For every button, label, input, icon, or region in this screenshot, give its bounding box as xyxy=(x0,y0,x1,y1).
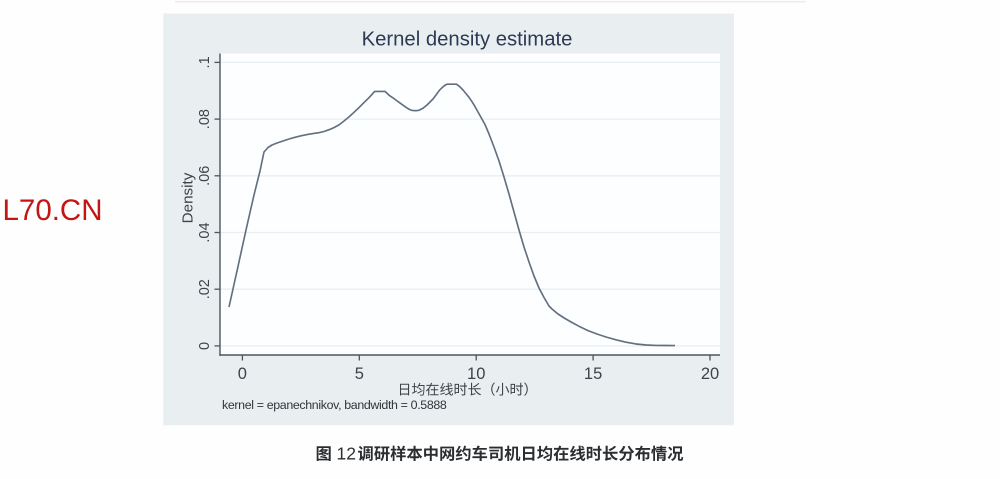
svg-text:.06: .06 xyxy=(197,166,213,186)
svg-text:5: 5 xyxy=(355,365,364,383)
svg-text:.04: .04 xyxy=(197,222,213,242)
svg-text:kernel = epanechnikov, bandwid: kernel = epanechnikov, bandwidth = 0.588… xyxy=(222,398,447,412)
svg-text:20: 20 xyxy=(701,365,719,383)
svg-text:Density: Density xyxy=(180,172,197,223)
svg-text:.02: .02 xyxy=(197,279,213,299)
svg-text:.08: .08 xyxy=(197,109,213,129)
svg-text:10: 10 xyxy=(467,365,485,383)
svg-text:0: 0 xyxy=(238,365,247,383)
svg-text:15: 15 xyxy=(584,365,602,383)
svg-text:.1: .1 xyxy=(197,56,213,68)
svg-text:Kernel density estimate: Kernel density estimate xyxy=(362,29,573,51)
svg-text:12: 12 xyxy=(337,444,356,464)
svg-text:0: 0 xyxy=(197,342,213,350)
svg-text:L70.CN: L70.CN xyxy=(3,194,103,227)
